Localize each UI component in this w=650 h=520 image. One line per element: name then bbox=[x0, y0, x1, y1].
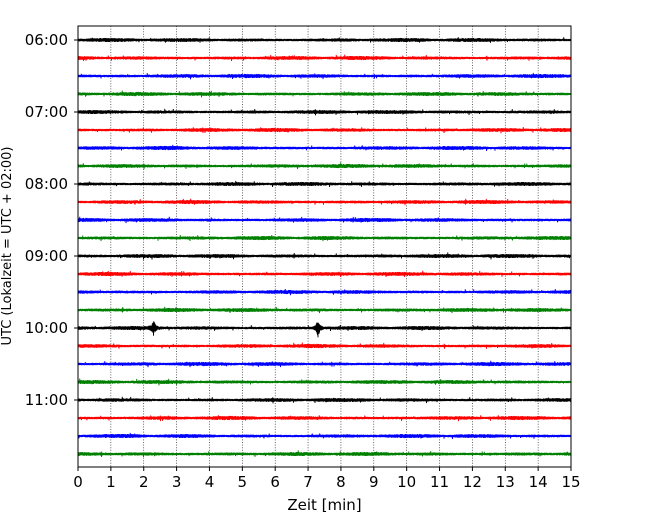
trace-line bbox=[77, 180, 572, 188]
trace-line bbox=[77, 216, 572, 224]
trace-line bbox=[77, 432, 572, 439]
x-axis-ticks: 0 1 2 3 4 5 6 7 8 9 10 11 12 13 14 15 bbox=[73, 467, 581, 491]
seismic-traces bbox=[77, 37, 572, 458]
grid-lines bbox=[110, 26, 539, 467]
trace-line bbox=[77, 198, 572, 206]
y-tick-label: 10:00 bbox=[25, 319, 68, 337]
x-tick-label: 1 bbox=[106, 473, 116, 491]
y-tick-label: 11:00 bbox=[25, 391, 68, 409]
x-tick-label: 7 bbox=[303, 473, 313, 491]
trace-line bbox=[77, 360, 572, 368]
trace-line bbox=[77, 270, 572, 278]
x-tick-label: 5 bbox=[238, 473, 248, 491]
y-tick-label: 08:00 bbox=[25, 175, 68, 193]
trace-line bbox=[77, 127, 572, 134]
trace-line bbox=[77, 378, 572, 386]
x-tick-label: 2 bbox=[139, 473, 149, 491]
x-tick-label: 8 bbox=[336, 473, 346, 491]
y-axis-ticks: 06:00 07:00 08:00 09:00 10:00 11:00 bbox=[25, 31, 78, 409]
x-tick-label: 6 bbox=[270, 473, 280, 491]
x-tick-label: 12 bbox=[463, 473, 482, 491]
trace-line bbox=[77, 108, 572, 116]
x-tick-label: 0 bbox=[73, 473, 83, 491]
x-tick-label: 15 bbox=[561, 473, 580, 491]
y-tick-label: 06:00 bbox=[25, 31, 68, 49]
x-tick-label: 14 bbox=[529, 473, 548, 491]
x-tick-label: 9 bbox=[369, 473, 379, 491]
x-tick-label: 3 bbox=[172, 473, 182, 491]
y-tick-label: 09:00 bbox=[25, 247, 68, 265]
trace-line bbox=[77, 162, 572, 170]
x-tick-label: 13 bbox=[496, 473, 515, 491]
x-tick-label: 11 bbox=[430, 473, 449, 491]
trace-line bbox=[77, 252, 572, 260]
trace-line bbox=[77, 306, 572, 314]
y-axis-label: UTC (Lokalzeit = UTC + 02:00) bbox=[0, 147, 15, 346]
trace-line bbox=[77, 54, 572, 62]
x-tick-label: 4 bbox=[205, 473, 215, 491]
trace-line bbox=[77, 396, 572, 404]
trace-line bbox=[77, 321, 572, 338]
x-axis-label: Zeit [min] bbox=[287, 496, 361, 514]
x-tick-label: 10 bbox=[397, 473, 416, 491]
trace-line bbox=[77, 415, 572, 422]
trace-line bbox=[77, 288, 572, 296]
trace-line bbox=[77, 235, 572, 242]
trace-line bbox=[77, 342, 572, 349]
trace-line bbox=[77, 90, 572, 98]
trace-line bbox=[77, 72, 572, 80]
trace-line bbox=[77, 144, 572, 151]
trace-line bbox=[77, 37, 572, 43]
plot-frame bbox=[77, 25, 572, 468]
trace-line bbox=[77, 450, 572, 458]
y-tick-label: 07:00 bbox=[25, 103, 68, 121]
